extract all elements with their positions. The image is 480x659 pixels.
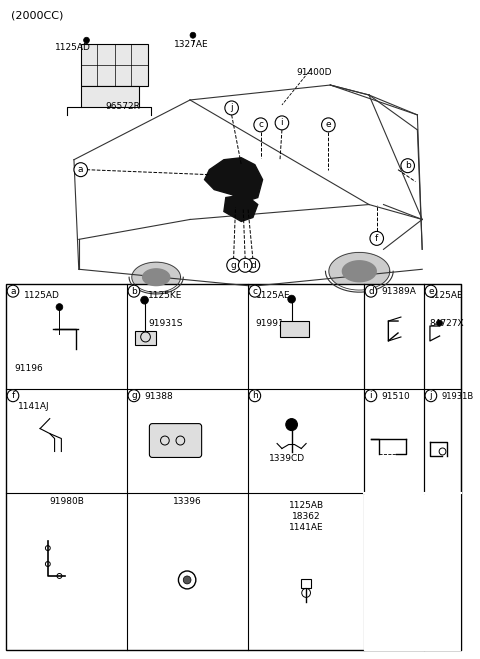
Text: a: a: [78, 165, 84, 174]
Text: 1327AE: 1327AE: [174, 40, 208, 49]
Text: j: j: [230, 103, 233, 113]
Circle shape: [249, 389, 261, 402]
Circle shape: [7, 389, 19, 402]
FancyBboxPatch shape: [149, 424, 202, 457]
Bar: [135, 331, 156, 345]
Circle shape: [190, 32, 196, 38]
Circle shape: [56, 304, 63, 310]
Text: 13396: 13396: [173, 498, 202, 506]
Text: 91931B: 91931B: [442, 391, 474, 401]
Circle shape: [370, 231, 384, 245]
Circle shape: [183, 576, 191, 584]
Polygon shape: [132, 262, 180, 293]
Text: i: i: [281, 119, 283, 127]
Circle shape: [84, 38, 89, 43]
Text: 1125AE: 1125AE: [256, 291, 290, 300]
Text: 1125AD: 1125AD: [55, 43, 90, 52]
Circle shape: [227, 258, 240, 272]
Circle shape: [128, 285, 140, 297]
Circle shape: [288, 295, 296, 303]
Text: 91931S: 91931S: [148, 319, 183, 328]
Text: (2000CC): (2000CC): [11, 11, 63, 20]
Bar: [280, 321, 309, 337]
Bar: [6, 284, 461, 650]
Text: a: a: [10, 287, 16, 296]
Circle shape: [286, 418, 298, 430]
Text: b: b: [405, 161, 410, 170]
Circle shape: [425, 285, 437, 297]
Bar: [81, 86, 139, 107]
Text: e: e: [325, 121, 331, 129]
Circle shape: [365, 285, 377, 297]
Circle shape: [401, 159, 414, 173]
Text: f: f: [375, 234, 378, 243]
Text: d: d: [250, 261, 256, 270]
Circle shape: [437, 320, 443, 326]
Text: h: h: [252, 391, 258, 400]
Polygon shape: [204, 158, 263, 202]
Polygon shape: [342, 261, 376, 281]
Text: 84727X: 84727X: [429, 319, 464, 328]
Text: 91991: 91991: [256, 319, 285, 328]
Circle shape: [365, 389, 377, 402]
Text: 18362: 18362: [292, 512, 321, 521]
Circle shape: [128, 389, 140, 402]
Text: 91980B: 91980B: [49, 498, 84, 506]
Text: i: i: [370, 391, 372, 400]
Text: 1125KE: 1125KE: [148, 291, 183, 300]
Text: 1339CD: 1339CD: [269, 455, 305, 463]
Bar: [81, 44, 148, 86]
Text: g: g: [131, 391, 137, 400]
Circle shape: [246, 258, 260, 272]
Circle shape: [239, 258, 252, 272]
Circle shape: [141, 296, 148, 304]
Text: 1125AB: 1125AB: [288, 501, 324, 510]
Circle shape: [249, 285, 261, 297]
Text: 96572R: 96572R: [106, 102, 141, 111]
Circle shape: [254, 118, 267, 132]
Text: c: c: [252, 287, 257, 296]
Text: 91510: 91510: [382, 391, 410, 401]
Text: c: c: [258, 121, 263, 129]
Text: h: h: [242, 261, 248, 270]
Text: g: g: [231, 261, 237, 270]
Text: e: e: [428, 287, 434, 296]
Text: 91400D: 91400D: [297, 68, 332, 77]
Text: b: b: [131, 287, 137, 296]
Polygon shape: [364, 494, 461, 650]
Polygon shape: [143, 269, 170, 285]
Text: 1125AE: 1125AE: [429, 291, 464, 300]
Circle shape: [74, 163, 87, 177]
Text: j: j: [430, 391, 432, 400]
Text: 91196: 91196: [14, 364, 43, 373]
Circle shape: [225, 101, 239, 115]
Polygon shape: [224, 194, 258, 221]
Text: 91389A: 91389A: [382, 287, 417, 296]
Text: d: d: [368, 287, 374, 296]
Text: 1141AE: 1141AE: [289, 523, 324, 532]
Circle shape: [7, 285, 19, 297]
Text: 91388: 91388: [144, 391, 173, 401]
Circle shape: [275, 116, 288, 130]
Polygon shape: [329, 252, 390, 290]
Text: 1141AJ: 1141AJ: [18, 402, 49, 411]
Text: 1125AD: 1125AD: [24, 291, 60, 300]
Circle shape: [425, 389, 437, 402]
Circle shape: [322, 118, 335, 132]
Bar: [301, 579, 311, 588]
Text: f: f: [12, 391, 14, 400]
